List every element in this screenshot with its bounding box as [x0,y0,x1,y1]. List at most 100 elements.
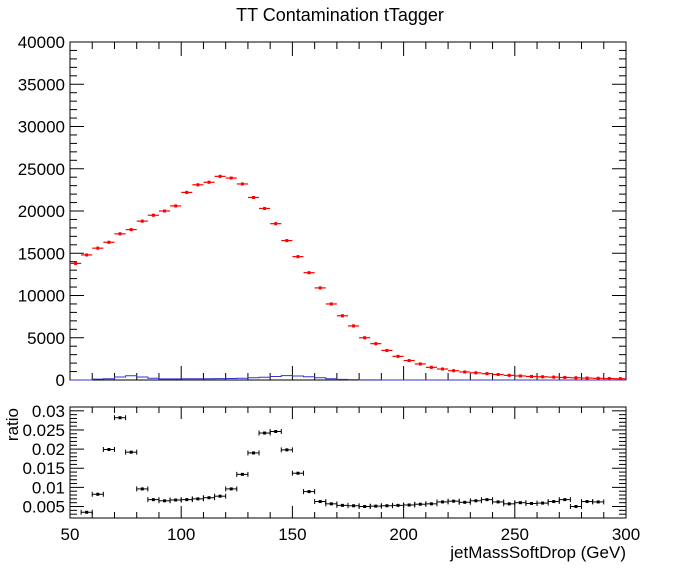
red-data-point [314,286,326,290]
ratio-data-point [169,497,182,503]
red-data-point [581,376,593,380]
red-point-marker [418,362,422,366]
top-y-tick-label: 5000 [27,329,65,348]
bottom-plot-frame [69,406,627,519]
red-data-point [359,336,371,340]
ratio-point-marker [452,499,456,503]
red-data-point [158,209,171,213]
ratio-point-marker [229,487,233,491]
top-y-tick-label: 30000 [18,118,65,137]
ratio-point-marker [429,502,433,506]
red-point-marker [163,209,167,213]
ratio-point-marker [185,498,189,502]
top-y-tick-label: 15000 [18,244,65,263]
red-point-marker [329,302,333,306]
red-data-point [414,362,426,366]
ratio-data-point [258,430,271,436]
ratio-point-marker [574,505,578,509]
ratio-point-marker [529,501,533,505]
bottom-x-tick-label: 150 [278,525,306,544]
red-data-point [336,314,348,318]
red-point-marker [85,253,89,257]
red-point-marker [96,246,100,250]
bottom-y-tick-label: 0.005 [22,498,65,517]
red-data-point [603,377,615,381]
red-data-point [92,246,104,250]
red-point-marker [318,286,322,290]
red-point-marker [174,204,178,208]
ratio-data-point [247,450,260,456]
red-data-point [614,377,626,381]
red-data-point [537,375,549,379]
top-y-tick-label: 20000 [18,202,65,221]
red-data-point [103,240,115,244]
red-data-point [81,253,93,257]
red-point-marker [574,376,578,380]
red-data-point [348,324,360,328]
ratio-point-marker [163,499,167,503]
ratio-point-marker [174,498,178,502]
bottom-y-tick-label: 0.02 [32,440,65,459]
red-data-point [436,367,449,371]
red-point-marker [151,213,155,217]
red-data-point [214,174,226,178]
red-data-point [325,302,337,306]
red-data-point [392,354,404,358]
top-plot-frame [69,41,627,381]
red-data-point [425,365,437,369]
ratio-data-point [314,499,327,505]
bottom-x-tick-label: 50 [61,525,80,544]
ratio-point-marker [85,510,89,514]
ratio-data-point [358,504,371,510]
ratio-point-marker [118,416,122,420]
ratio-data-point [303,489,316,495]
bottom-y-tick-label: 0.025 [22,421,65,440]
ratio-data-point [214,493,227,499]
red-point-marker [518,374,522,378]
ratio-data-point [492,499,505,505]
ratio-data-point [592,499,605,505]
ratio-data-point [136,486,149,492]
ratio-point-marker [151,498,155,502]
ratio-point-marker [363,505,367,509]
red-point-marker [485,372,489,376]
red-point-marker [207,180,211,184]
red-point-marker [251,195,255,199]
red-data-point [170,204,182,208]
bottom-x-tick-label: 300 [612,525,640,544]
red-point-marker [541,375,545,379]
red-data-point [514,374,526,378]
red-point-marker [607,377,611,381]
ratio-data-point [236,471,249,477]
ratio-data-point [403,502,416,508]
red-data-point [281,239,293,243]
top-y-tick-label: 40000 [18,33,65,52]
ratio-point-marker [340,503,344,507]
ratio-point-marker [285,448,289,452]
ratio-data-point [347,503,360,509]
red-point-marker [263,206,267,210]
ratio-data-point [547,499,560,505]
red-point-marker [585,376,589,380]
ratio-point-marker [196,497,200,501]
top-y-tick-label: 10000 [18,287,65,306]
red-data-point [303,271,315,275]
ratio-data-point [125,449,138,455]
red-point-marker [563,375,567,379]
ratio-data-point [525,500,538,506]
red-point-marker [129,228,133,232]
ratio-data-point [325,501,338,507]
red-point-marker [552,375,556,379]
ratio-point-marker [485,498,489,502]
red-data-point [259,206,271,210]
bottom-y-tick-label: 0.015 [22,459,65,478]
ratio-point-marker [374,504,378,508]
ratio-data-point [458,499,471,505]
ratio-data-point [414,501,427,507]
red-data-point [70,261,82,265]
ratio-data-point [158,498,171,504]
bottom-series-ratio [80,415,605,515]
ratio-point-marker [507,502,511,506]
ratio-point-marker [329,502,333,506]
